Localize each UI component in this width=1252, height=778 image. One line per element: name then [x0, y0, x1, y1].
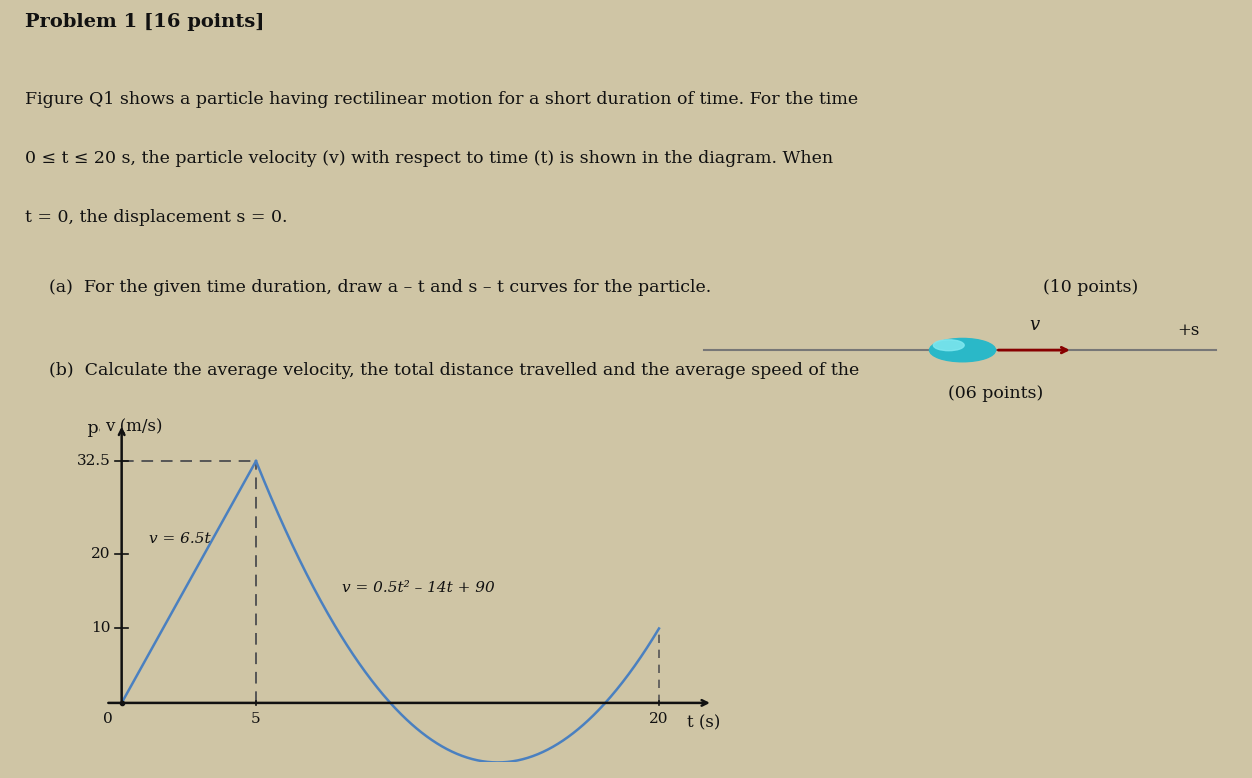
Text: (b)  Calculate the average velocity, the total distance travelled and the averag: (b) Calculate the average velocity, the …	[49, 362, 860, 379]
Text: (a)  For the given time duration, draw a – t and s – t curves for the particle.: (a) For the given time duration, draw a …	[49, 279, 711, 296]
Text: 0 ≤ t ≤ 20 s, the particle velocity (v) with respect to time (t) is shown in the: 0 ≤ t ≤ 20 s, the particle velocity (v) …	[25, 150, 833, 167]
Text: (06 points): (06 points)	[948, 385, 1043, 402]
Text: v = 0.5t² – 14t + 90: v = 0.5t² – 14t + 90	[342, 580, 495, 594]
Text: 20: 20	[650, 712, 669, 726]
Text: Figure Q1 shows a particle having rectilinear motion for a short duration of tim: Figure Q1 shows a particle having rectil…	[25, 92, 858, 108]
Text: particle for the given time interval 0 ≤ t ≤ 20 s.: particle for the given time interval 0 ≤…	[49, 420, 508, 437]
Text: 0: 0	[103, 712, 113, 726]
Text: +s: +s	[1177, 322, 1199, 339]
Text: 20: 20	[91, 547, 111, 561]
Text: (10 points): (10 points)	[1043, 279, 1138, 296]
Text: v: v	[1029, 316, 1039, 334]
Text: v (m/s): v (m/s)	[105, 418, 163, 435]
Text: 5: 5	[252, 712, 260, 726]
Circle shape	[929, 338, 995, 362]
Text: v = 6.5t: v = 6.5t	[149, 532, 210, 546]
Text: 10: 10	[91, 622, 111, 636]
Text: Problem 1 [16 points]: Problem 1 [16 points]	[25, 13, 264, 31]
Text: 32.5: 32.5	[78, 454, 111, 468]
Text: t (s): t (s)	[687, 714, 721, 731]
Text: t = 0, the displacement s = 0.: t = 0, the displacement s = 0.	[25, 209, 287, 226]
Circle shape	[933, 340, 964, 351]
